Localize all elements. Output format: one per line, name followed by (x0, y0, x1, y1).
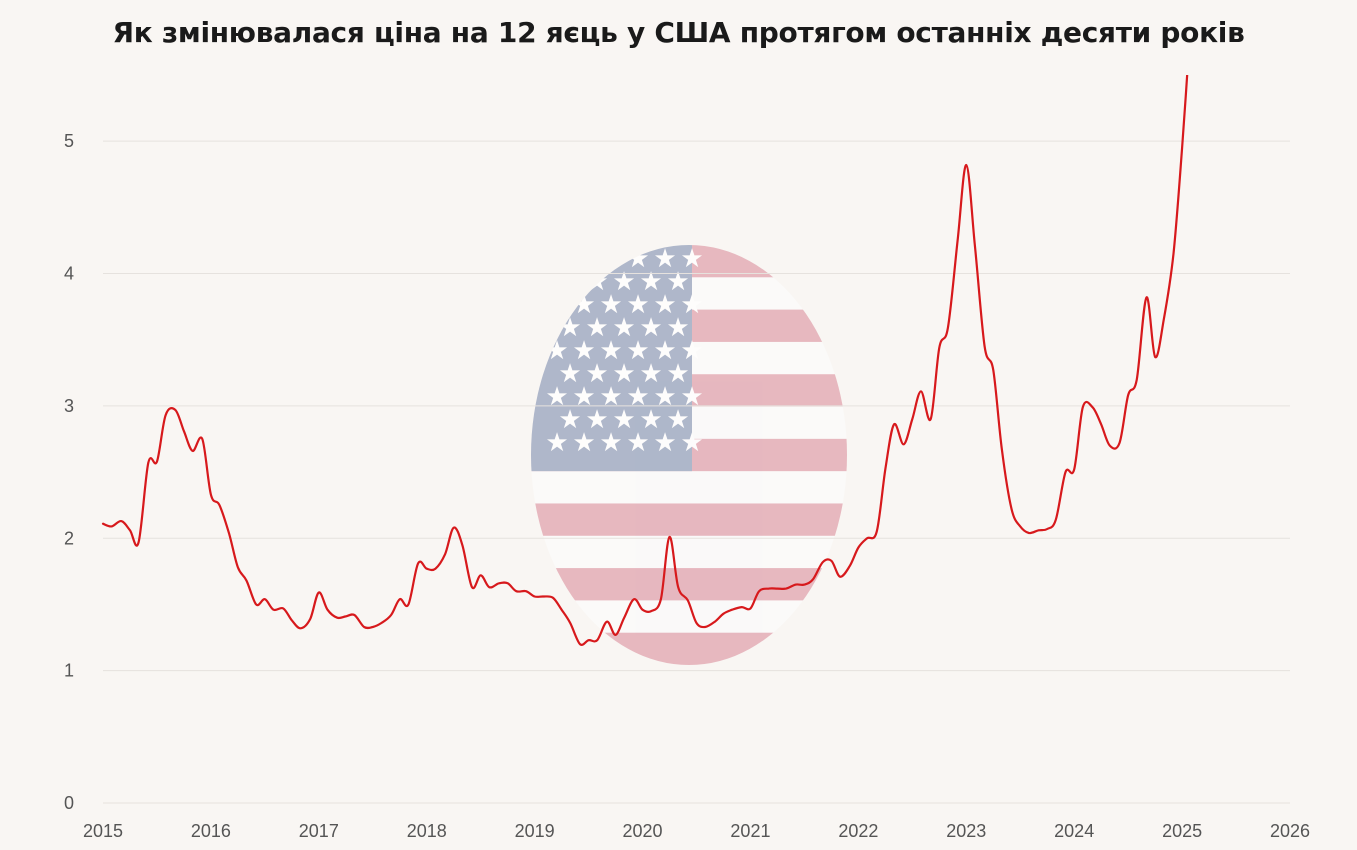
flag-star: ★ (612, 313, 635, 343)
flag-star: ★ (599, 428, 622, 458)
flag-star: ★ (680, 290, 703, 320)
flag-star: ★ (545, 244, 568, 274)
y-tick-label: 1 (64, 661, 74, 681)
flag-star: ★ (558, 359, 581, 389)
flag-star: ★ (680, 244, 703, 274)
flag-star: ★ (639, 405, 662, 435)
flag-star: ★ (612, 267, 635, 297)
y-tick-label: 0 (64, 793, 74, 813)
flag-star: ★ (545, 290, 568, 320)
flag-star: ★ (572, 382, 595, 412)
x-tick-label: 2021 (730, 821, 770, 841)
x-tick-label: 2025 (1162, 821, 1202, 841)
flag-star: ★ (558, 405, 581, 435)
flag-star: ★ (599, 290, 622, 320)
x-axis: 2015 2016 2017 2018 2019 2020 2021 2022 2023 2024… (83, 821, 1310, 841)
y-tick-label: 5 (64, 131, 74, 151)
flag-star: ★ (626, 290, 649, 320)
gridlines (103, 140, 1290, 804)
flag-star: ★ (599, 382, 622, 412)
x-tick-label: 2022 (838, 821, 878, 841)
flag-star: ★ (639, 267, 662, 297)
x-tick-label: 2018 (407, 821, 447, 841)
x-tick-label: 2020 (623, 821, 663, 841)
flag-star: ★ (639, 313, 662, 343)
x-tick-label: 2019 (515, 821, 555, 841)
flag-star: ★ (639, 359, 662, 389)
flag-star: ★ (666, 267, 689, 297)
flag-star: ★ (626, 428, 649, 458)
flag-star: ★ (666, 313, 689, 343)
flag-star: ★ (680, 336, 703, 366)
x-tick-label: 2016 (191, 821, 231, 841)
x-tick-label: 2023 (946, 821, 986, 841)
y-tick-label: 4 (64, 264, 74, 284)
flag-star: ★ (585, 313, 608, 343)
flag-star: ★ (545, 428, 568, 458)
flag-star: ★ (653, 336, 676, 366)
y-tick-label: 2 (64, 528, 74, 548)
series-line (101, 75, 1189, 646)
flag-star: ★ (585, 405, 608, 435)
flag-star: ★ (653, 382, 676, 412)
flag-star: ★ (599, 336, 622, 366)
flag-star: ★ (653, 428, 676, 458)
flag-star: ★ (545, 382, 568, 412)
x-tick-label: 2017 (299, 821, 339, 841)
x-tick-label: 2024 (1054, 821, 1094, 841)
flag-star: ★ (612, 359, 635, 389)
x-tick-label: 2026 (1270, 821, 1310, 841)
y-tick-label: 3 (64, 396, 74, 416)
flag-star: ★ (572, 336, 595, 366)
chart-title: Як змінювалася ціна на 12 яєць у США про… (112, 16, 1245, 49)
flag-star: ★ (612, 405, 635, 435)
flag-star: ★ (572, 428, 595, 458)
flag-star: ★ (680, 382, 703, 412)
flag-star: ★ (572, 244, 595, 274)
flag-star: ★ (680, 428, 703, 458)
y-axis: 0 1 2 3 4 5 (64, 131, 74, 813)
flag-star: ★ (558, 267, 581, 297)
flag-star: ★ (585, 359, 608, 389)
flag-star: ★ (626, 382, 649, 412)
flag-star: ★ (653, 290, 676, 320)
flag-star: ★ (666, 405, 689, 435)
x-tick-label: 2015 (83, 821, 123, 841)
flag-star: ★ (653, 244, 676, 274)
flag-star: ★ (666, 359, 689, 389)
flag-star: ★ (626, 336, 649, 366)
